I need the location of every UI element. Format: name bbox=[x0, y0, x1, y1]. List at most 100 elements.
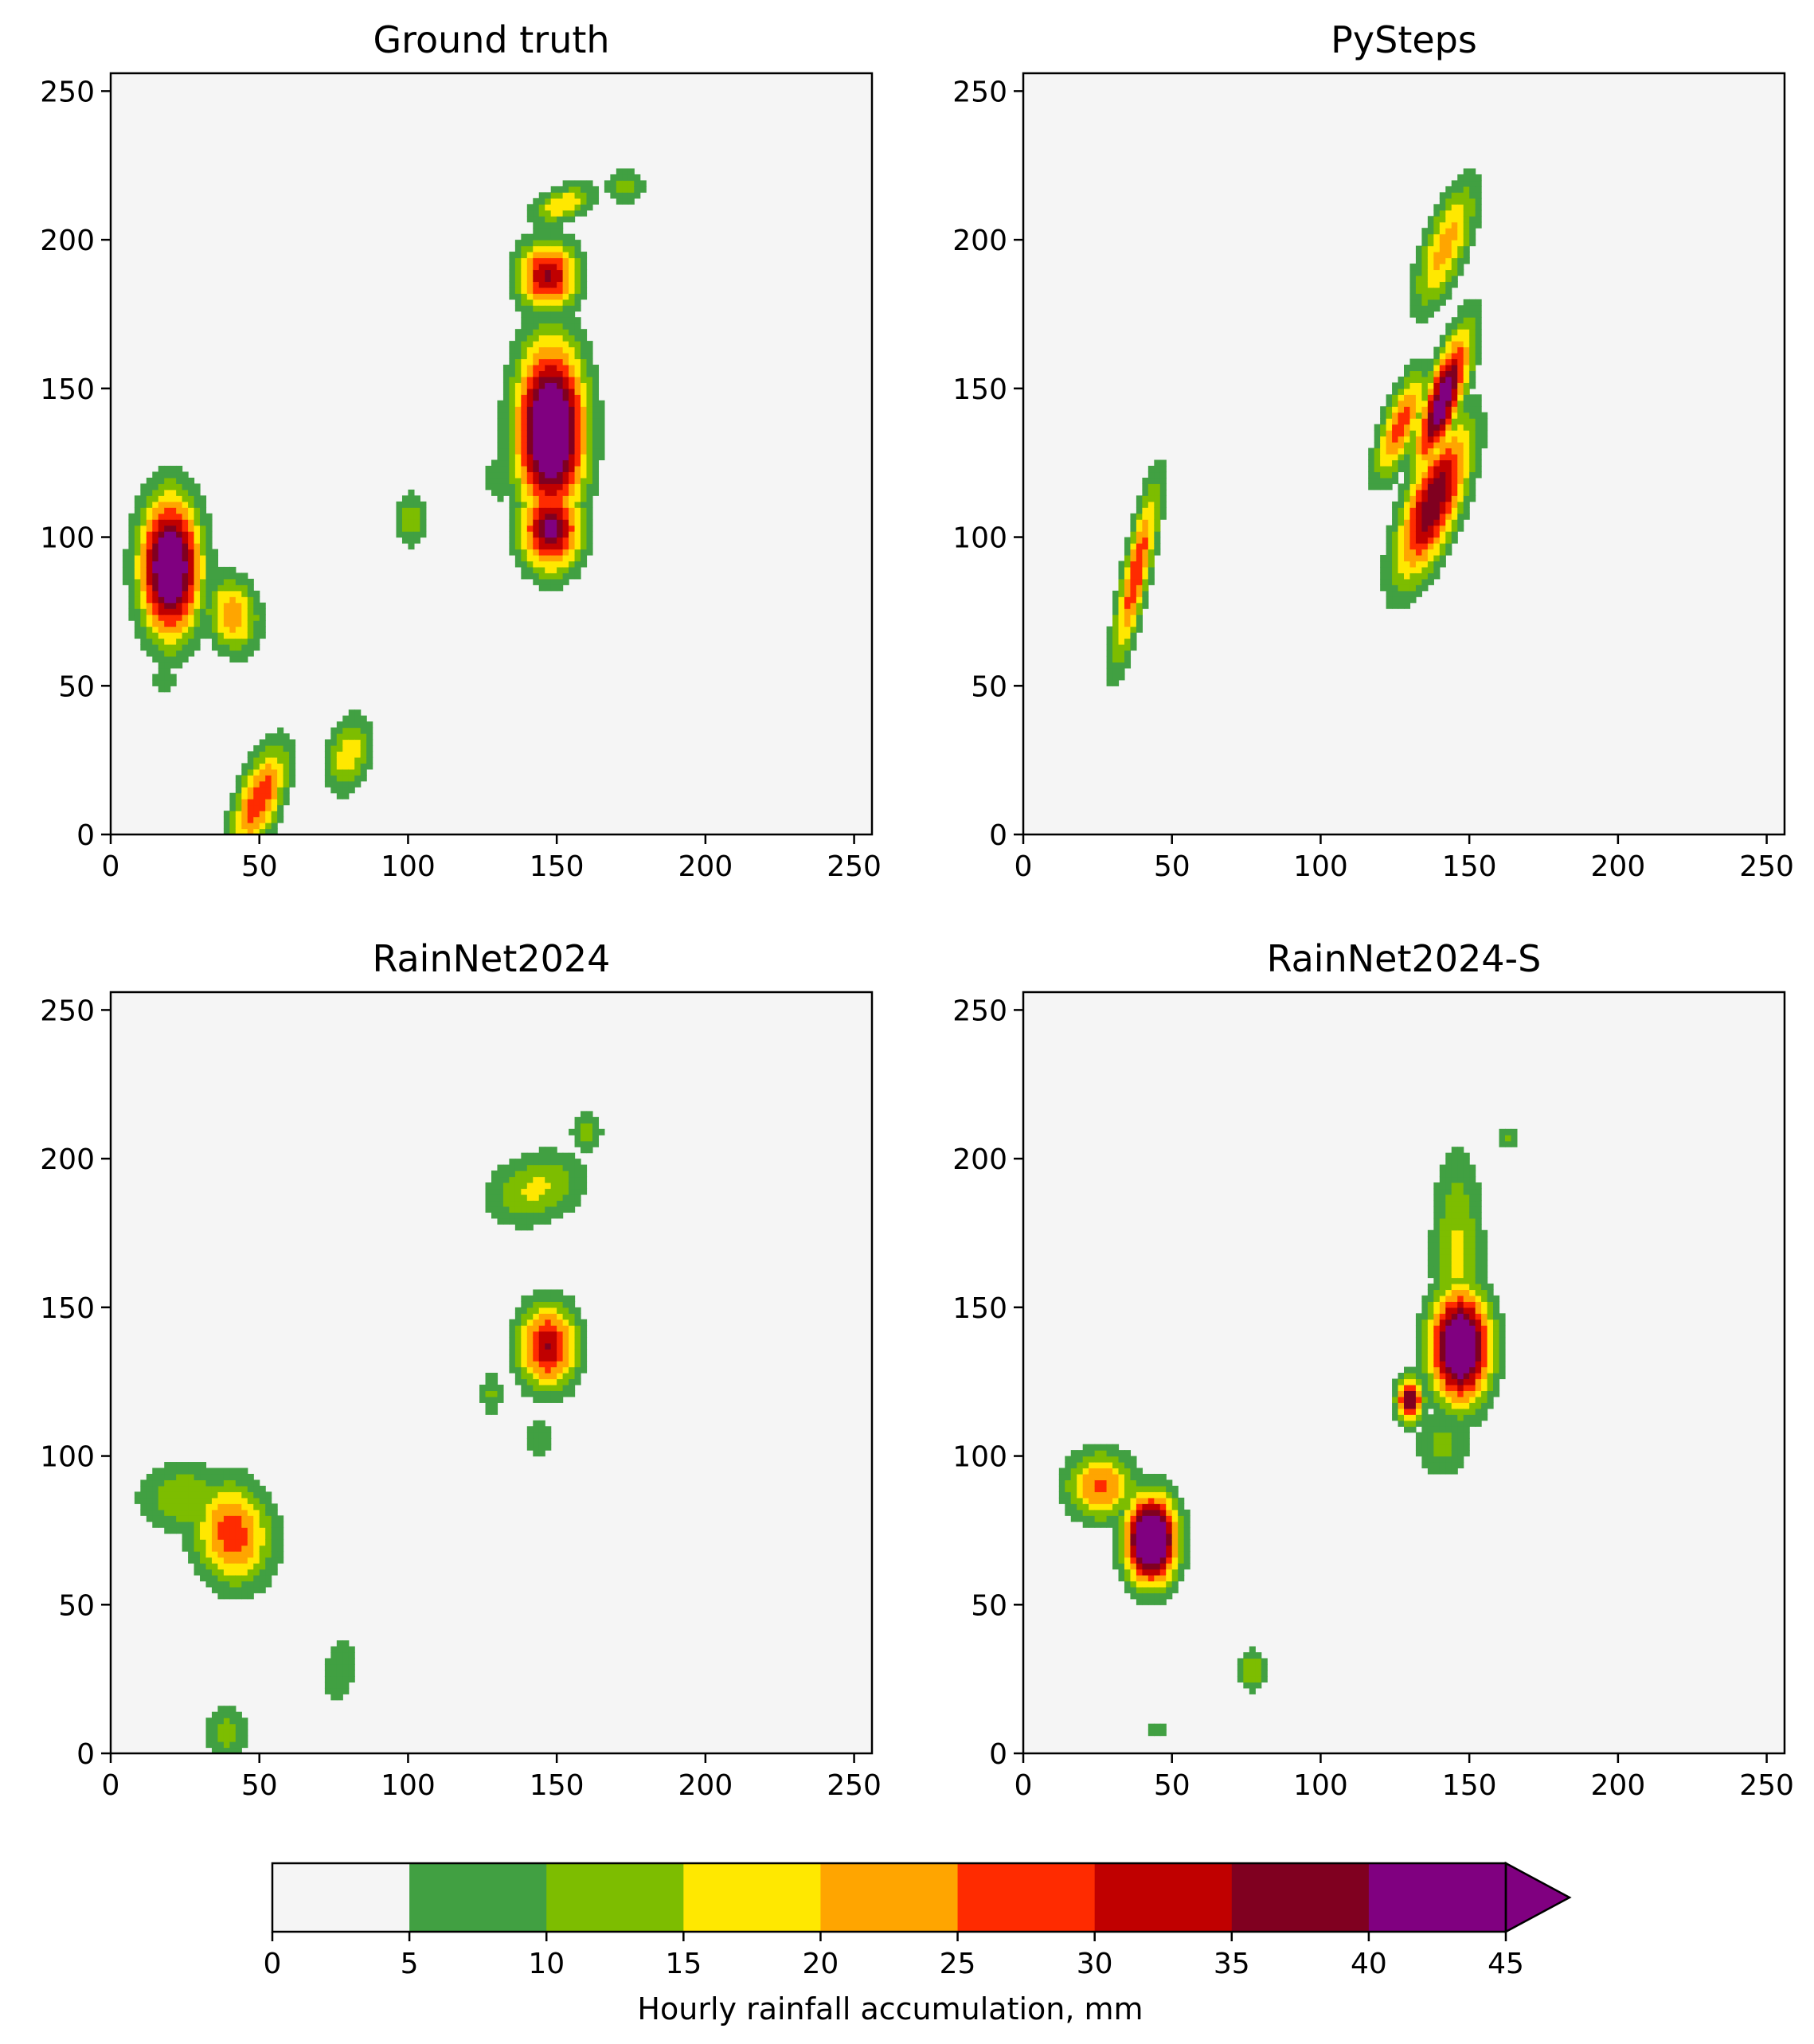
rain-cell bbox=[545, 1396, 552, 1403]
rain-cell bbox=[1409, 566, 1417, 573]
rain-cell bbox=[1439, 1272, 1446, 1279]
rain-cell bbox=[194, 608, 201, 616]
rain-cell bbox=[164, 620, 171, 627]
rain-cell bbox=[1433, 1373, 1441, 1380]
rain-cell bbox=[514, 1313, 522, 1320]
rain-cell bbox=[1469, 477, 1476, 484]
rain-cell bbox=[182, 602, 189, 609]
rain-cell bbox=[1445, 1331, 1452, 1338]
rain-cell bbox=[574, 240, 581, 247]
rain-cell bbox=[1451, 1402, 1458, 1409]
rain-cell bbox=[420, 501, 427, 508]
rain-cell bbox=[194, 1551, 201, 1558]
rain-cell bbox=[1380, 430, 1387, 437]
rain-cell bbox=[1457, 1450, 1464, 1457]
rain-cell bbox=[491, 1200, 498, 1207]
rain-cell bbox=[1433, 353, 1441, 360]
rain-cell bbox=[574, 1182, 581, 1190]
rain-cell bbox=[152, 584, 159, 592]
rain-cell bbox=[1451, 264, 1458, 271]
rain-cell bbox=[170, 1527, 177, 1534]
rain-cell bbox=[1415, 495, 1423, 502]
rain-cell bbox=[247, 816, 254, 823]
rain-cell bbox=[1154, 1539, 1161, 1546]
rain-cell bbox=[581, 454, 588, 461]
rain-cell bbox=[521, 1319, 528, 1326]
rain-cell bbox=[581, 531, 588, 538]
rain-cell bbox=[1475, 1349, 1482, 1356]
rain-cell bbox=[1469, 1378, 1476, 1385]
rain-cell bbox=[1421, 293, 1429, 300]
rain-cell bbox=[1445, 257, 1452, 264]
rain-cell bbox=[1433, 549, 1441, 556]
rain-cell bbox=[514, 465, 522, 473]
rain-cell bbox=[182, 507, 189, 514]
rain-cell bbox=[182, 1479, 189, 1487]
rain-cell bbox=[562, 406, 569, 413]
rain-cell bbox=[1427, 447, 1434, 455]
rain-cell bbox=[533, 430, 540, 437]
rain-cell bbox=[1481, 1361, 1488, 1368]
rain-cell bbox=[557, 346, 564, 354]
rain-cell bbox=[253, 1479, 260, 1487]
rain-cell bbox=[1118, 1533, 1125, 1540]
rain-cell bbox=[336, 787, 343, 794]
rain-cell bbox=[1469, 1402, 1476, 1409]
rain-cell bbox=[509, 353, 516, 360]
rain-cell bbox=[1457, 1171, 1464, 1178]
rain-cell bbox=[491, 465, 498, 473]
rain-cell bbox=[1404, 495, 1411, 502]
rain-cell bbox=[1398, 584, 1405, 592]
rain-cell bbox=[1451, 1188, 1458, 1195]
rain-cell bbox=[526, 436, 534, 443]
rain-cell bbox=[509, 257, 516, 264]
rain-cell bbox=[538, 1438, 545, 1445]
rain-cell bbox=[574, 1140, 581, 1147]
rain-cell bbox=[569, 334, 576, 342]
rain-cell bbox=[1421, 269, 1429, 276]
rain-cell bbox=[211, 1521, 219, 1528]
rain-cell bbox=[188, 501, 195, 508]
rain-cell bbox=[1481, 1265, 1488, 1272]
rain-cell bbox=[1421, 394, 1429, 401]
rain-cell bbox=[1451, 400, 1458, 407]
rain-cell bbox=[526, 507, 534, 514]
rain-cell bbox=[569, 573, 576, 580]
rain-cell bbox=[1445, 1354, 1452, 1362]
rain-cell bbox=[1136, 501, 1143, 508]
rain-cell bbox=[574, 382, 581, 389]
rain-cell bbox=[526, 566, 534, 573]
rain-cell bbox=[581, 477, 588, 484]
rain-cell bbox=[176, 620, 183, 627]
rain-cell bbox=[491, 477, 498, 484]
rain-cell bbox=[581, 204, 588, 211]
rain-cell bbox=[562, 519, 569, 526]
rain-cell bbox=[253, 811, 260, 818]
rain-cell bbox=[1481, 1272, 1488, 1279]
rain-cell bbox=[1409, 442, 1417, 449]
rain-cell bbox=[176, 465, 183, 473]
rain-cell bbox=[1112, 608, 1120, 616]
rain-cell bbox=[1433, 1229, 1441, 1237]
rain-cell bbox=[176, 483, 183, 490]
rain-cell bbox=[569, 364, 576, 372]
rain-cell bbox=[1433, 1396, 1441, 1403]
rain-cell bbox=[538, 334, 545, 342]
rain-cell bbox=[1469, 1301, 1476, 1308]
rain-cell bbox=[497, 1182, 504, 1190]
rain-cell bbox=[211, 1747, 219, 1754]
rain-cell bbox=[283, 751, 290, 758]
rain-cell bbox=[158, 1503, 165, 1511]
rain-cell bbox=[533, 442, 540, 449]
rain-cell bbox=[1249, 1687, 1256, 1694]
rain-cell bbox=[1421, 1354, 1429, 1362]
rain-cell bbox=[1106, 1468, 1113, 1475]
rain-cell bbox=[1421, 299, 1429, 306]
rain-cell bbox=[277, 775, 284, 782]
rain-cell bbox=[1404, 436, 1411, 443]
rain-cell bbox=[134, 507, 141, 514]
rain-cell bbox=[158, 519, 165, 526]
rain-cell bbox=[152, 1503, 159, 1511]
rain-cell bbox=[200, 513, 207, 520]
rain-cell bbox=[1380, 584, 1387, 592]
